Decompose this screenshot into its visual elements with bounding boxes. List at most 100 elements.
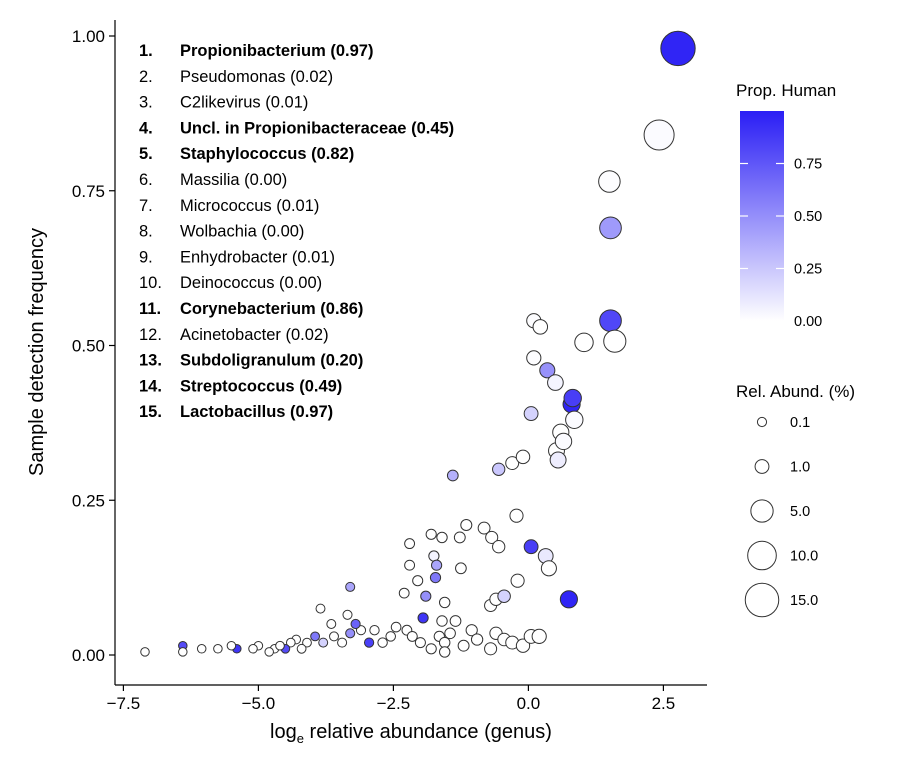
y-tick-label: 0.25: [72, 491, 105, 510]
genus-entry: Corynebacterium (0.86): [180, 300, 363, 318]
data-point: [484, 642, 498, 656]
data-point: [540, 560, 557, 577]
data-point: [425, 643, 437, 655]
data-point: [429, 572, 442, 584]
x-tick-label: 0.0: [517, 694, 541, 713]
genus-entry: Wolbachia (0.00): [180, 223, 304, 241]
data-point: [140, 647, 150, 657]
genus-entry: Deinococcus (0.00): [180, 274, 322, 292]
data-point: [603, 329, 627, 353]
y-tick-label: 0.00: [72, 646, 105, 665]
data-point: [438, 646, 451, 658]
data-point: [248, 644, 258, 654]
genus-rank: 9.: [139, 248, 153, 266]
genus-entry: Pseudomonas (0.02): [180, 68, 333, 86]
data-point: [178, 647, 188, 657]
data-point: [196, 644, 207, 654]
genus-rank: 6.: [139, 171, 153, 189]
data-point: [342, 609, 353, 620]
genus-entry: Propionibacterium (0.97): [180, 42, 373, 60]
genus-rank: 11.: [139, 300, 161, 318]
genus-rank: 12.: [139, 326, 162, 344]
color-legend-label: 0.50: [794, 209, 822, 225]
data-point: [453, 531, 466, 544]
data-point: [554, 432, 573, 451]
data-point: [457, 639, 470, 652]
genus-entry: Subdoligranulum (0.20): [180, 352, 363, 370]
genus-rank: 3.: [139, 94, 153, 112]
genus-rank: 4.: [139, 119, 153, 137]
data-point: [315, 603, 326, 614]
data-point: [523, 406, 539, 422]
size-legend-label: 0.1: [790, 415, 810, 431]
x-tick-label: −7.5: [107, 694, 141, 713]
data-point: [425, 528, 437, 540]
size-legend: Rel. Abund. (%) 0.1 1.0 5.0 10.0 15.0: [736, 382, 855, 618]
genus-entry: Staphylococcus (0.82): [180, 145, 354, 163]
data-point: [404, 559, 416, 571]
y-tick-label: 0.75: [72, 182, 105, 201]
data-point: [363, 637, 375, 648]
data-point: [549, 451, 567, 469]
data-point: [563, 388, 582, 408]
genus-rank: 5.: [139, 145, 153, 163]
data-point: [509, 508, 524, 523]
data-point: [296, 643, 307, 654]
genus-entry: Streptococcus (0.49): [180, 377, 342, 395]
data-point: [275, 640, 285, 651]
data-point: [559, 590, 578, 609]
genus-entry: Acinetobacter (0.02): [180, 326, 329, 344]
data-point: [428, 550, 440, 562]
data-point: [492, 462, 506, 476]
top-genera-list: 1. Propionibacterium (0.97) 2. Pseudomonas …: [139, 42, 454, 421]
data-point: [412, 575, 424, 587]
genus-entry: Enhydrobacter (0.01): [180, 248, 335, 266]
genus-entry: Micrococcus (0.01): [180, 197, 319, 215]
data-point: [420, 590, 432, 602]
size-legend-circle: [744, 582, 780, 618]
data-point: [523, 539, 539, 555]
data-point: [565, 410, 584, 429]
data-point: [398, 587, 410, 599]
color-legend: Prop. Human 0.75 0.50 0.25 0.00: [736, 81, 836, 330]
size-legend-circle: [747, 540, 777, 571]
size-legend-circle: [750, 499, 774, 523]
data-point: [515, 449, 531, 465]
genus-rank: 13.: [139, 352, 162, 370]
genus-rank: 14.: [139, 377, 162, 395]
x-tick-label: 2.5: [652, 694, 676, 713]
data-point: [264, 647, 274, 657]
x-tick-label: −2.5: [377, 694, 411, 713]
data-point: [390, 621, 402, 633]
data-point: [436, 531, 448, 544]
data-point: [598, 170, 621, 193]
data-point: [660, 30, 696, 67]
data-point: [345, 581, 356, 592]
genus-entry: Massilia (0.00): [180, 171, 287, 189]
data-point: [574, 332, 594, 353]
data-point: [406, 630, 418, 642]
data-point: [526, 350, 542, 366]
genus-rank: 8.: [139, 223, 153, 241]
size-legend-label: 5.0: [790, 504, 810, 520]
data-point: [377, 637, 388, 648]
data-point: [337, 637, 348, 648]
genus-rank: 1.: [139, 42, 153, 60]
size-legend-label: 1.0: [790, 460, 810, 476]
data-point: [226, 640, 237, 651]
data-point: [436, 615, 448, 627]
size-legend-circle: [756, 416, 768, 428]
size-legend-label: 10.0: [790, 549, 818, 565]
data-point: [599, 309, 622, 333]
data-point: [515, 638, 531, 653]
data-point: [505, 456, 520, 471]
data-point: [404, 538, 416, 550]
y-tick-label: 1.00: [72, 27, 105, 46]
x-axis-ticks: −7.5 −5.0 −2.5 0.0 2.5: [107, 685, 676, 713]
genus-rank: 7.: [139, 197, 153, 215]
data-point: [385, 631, 396, 642]
data-point: [310, 631, 321, 642]
data-point: [460, 518, 473, 532]
size-legend-entries: 0.1 1.0 5.0 10.0 15.0: [744, 415, 818, 618]
data-point: [345, 628, 356, 639]
